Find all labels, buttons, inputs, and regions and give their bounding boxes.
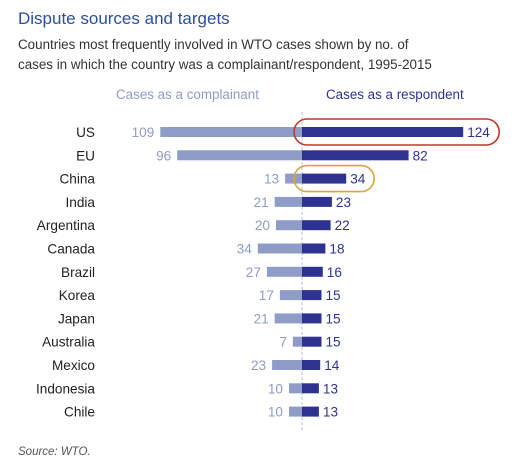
respondent-value-eu: 82 — [413, 148, 428, 163]
category-label-brazil: Brazil — [61, 265, 95, 280]
complainant-value-us: 109 — [132, 125, 155, 140]
respondent-value-us: 124 — [467, 125, 490, 140]
complainant-bar-indonesia — [289, 383, 302, 394]
respondent-bar-chile — [302, 406, 319, 417]
respondent-value-korea: 15 — [326, 288, 341, 303]
respondent-value-indonesia: 13 — [323, 381, 338, 396]
respondent-bar-us — [302, 127, 464, 137]
respondent-bar-australia — [302, 336, 322, 347]
highlight-ring-china — [293, 164, 375, 193]
category-label-australia: Australia — [42, 335, 95, 350]
complainant-value-china: 13 — [264, 172, 279, 187]
category-label-mexico: Mexico — [52, 358, 95, 373]
respondent-value-japan: 15 — [326, 311, 341, 326]
category-label-india: India — [66, 195, 96, 210]
respondent-bar-india — [302, 196, 332, 207]
respondent-value-mexico: 14 — [324, 358, 340, 373]
respondent-value-chile: 13 — [323, 405, 338, 420]
complainant-bar-india — [274, 196, 302, 207]
category-label-chile: Chile — [64, 405, 95, 420]
chart-rows: US 109 124 EU 96 82 China 13 34 India 21 23 Argentin… — [36, 118, 500, 420]
complainant-bar-mexico — [272, 360, 302, 370]
respondent-value-brazil: 16 — [327, 265, 342, 280]
category-label-argentina: Argentina — [37, 218, 96, 233]
complainant-value-korea: 17 — [259, 288, 274, 303]
category-label-eu: EU — [76, 148, 95, 163]
respondent-value-argentina: 22 — [335, 218, 350, 233]
chart-subtitle-line-1: Countries most frequently involved in WT… — [18, 37, 409, 52]
category-label-us: US — [76, 125, 95, 140]
respondent-bar-brazil — [302, 266, 323, 277]
complainant-bar-japan — [274, 313, 302, 324]
complainant-value-indonesia: 10 — [268, 381, 284, 396]
respondent-value-china: 34 — [350, 172, 366, 187]
complainant-value-india: 21 — [254, 195, 269, 210]
complainant-bar-argentina — [276, 220, 302, 231]
respondent-bar-korea — [302, 290, 322, 301]
complainant-bar-canada — [257, 243, 302, 254]
complainant-bar-brazil — [266, 266, 302, 277]
complainant-value-japan: 21 — [254, 311, 269, 326]
complainant-bar-australia — [292, 336, 302, 347]
chart-title: Dispute sources and targets — [18, 9, 230, 28]
respondent-bar-indonesia — [302, 383, 319, 394]
category-label-canada: Canada — [47, 242, 95, 257]
category-label-korea: Korea — [59, 288, 96, 303]
respondent-bar-eu — [302, 150, 409, 161]
category-label-japan: Japan — [58, 311, 95, 326]
highlight-ring-us — [293, 118, 500, 146]
complainant-value-chile: 10 — [268, 405, 284, 420]
respondent-value-india: 23 — [336, 195, 351, 210]
complainant-bar-korea — [279, 290, 302, 301]
complainant-value-argentina: 20 — [255, 218, 271, 233]
respondent-value-canada: 18 — [329, 242, 344, 257]
complainant-bar-us — [160, 127, 302, 137]
complainant-value-australia: 7 — [279, 335, 287, 350]
legend-complainant: Cases as a complainant — [116, 87, 259, 102]
respondent-bar-canada — [302, 243, 326, 254]
respondent-value-australia: 15 — [326, 335, 341, 350]
respondent-bar-mexico — [302, 360, 321, 370]
respondent-bar-japan — [302, 313, 322, 324]
complainant-value-eu: 96 — [156, 148, 171, 163]
respondent-bar-argentina — [302, 220, 331, 231]
complainant-value-mexico: 23 — [251, 358, 266, 373]
chart-subtitle-line-2: cases in which the country was a complai… — [18, 57, 432, 72]
complainant-bar-eu — [177, 150, 302, 161]
complainant-value-canada: 34 — [237, 242, 253, 257]
source-note: Source: WTO. — [18, 446, 91, 458]
complainant-bar-chile — [289, 406, 302, 417]
category-label-indonesia: Indonesia — [36, 381, 95, 396]
legend-respondent: Cases as a respondent — [326, 87, 464, 102]
respondent-bar-china — [302, 173, 347, 184]
category-label-china: China — [59, 172, 95, 187]
complainant-value-brazil: 27 — [246, 265, 261, 280]
